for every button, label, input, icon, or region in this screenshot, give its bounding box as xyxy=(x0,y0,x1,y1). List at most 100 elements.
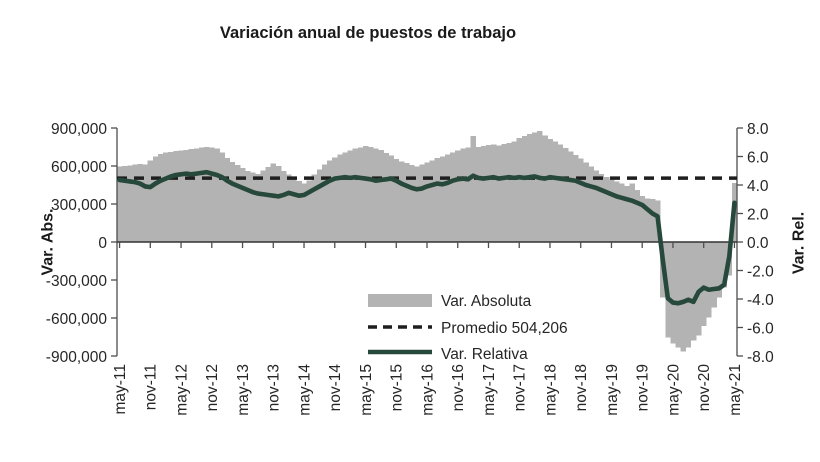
bar xyxy=(583,162,589,242)
x-axis-tick-label: may-17 xyxy=(481,364,498,416)
left-axis-tick-label: -900,000 xyxy=(46,349,108,366)
bar xyxy=(327,160,333,242)
bar xyxy=(142,164,149,242)
bar xyxy=(721,242,728,288)
bar xyxy=(357,147,364,242)
x-axis-tick-label: nov-15 xyxy=(389,364,406,411)
bar xyxy=(250,172,256,242)
bar xyxy=(383,153,389,242)
chart-title: Variación anual de puestos de trabajo xyxy=(220,24,516,42)
legend-label-relativa: Var. Relativa xyxy=(441,346,528,363)
bar xyxy=(368,147,374,242)
left-axis-tick-label: -600,000 xyxy=(46,311,108,328)
bar xyxy=(603,176,610,242)
bar xyxy=(173,151,179,242)
legend-label-absoluta: Var. Absoluta xyxy=(441,293,532,310)
bar xyxy=(127,165,133,242)
right-axis-title: Var. Rel. xyxy=(791,212,808,274)
x-axis-tick-label: may-11 xyxy=(112,364,129,415)
bar xyxy=(649,199,656,242)
bar xyxy=(239,167,246,242)
bar xyxy=(265,167,272,242)
bar xyxy=(685,242,692,348)
bar xyxy=(209,147,215,242)
bar xyxy=(414,166,420,242)
bar xyxy=(219,152,225,242)
bar xyxy=(491,144,497,242)
bar xyxy=(614,181,620,242)
bar xyxy=(163,152,169,242)
left-axis-title: Var. Abs. xyxy=(40,209,57,276)
bar xyxy=(465,147,471,242)
x-axis-tick-label: nov-12 xyxy=(204,364,221,411)
bar xyxy=(542,135,548,242)
bar xyxy=(578,158,584,242)
x-axis-tick-label: nov-14 xyxy=(327,364,344,412)
bar xyxy=(557,144,564,242)
bar xyxy=(152,156,159,242)
bar xyxy=(117,166,123,242)
bar xyxy=(706,242,712,318)
bar xyxy=(204,146,210,242)
x-axis-tick-label: nov-11 xyxy=(143,364,160,410)
right-axis-tick-label: -2.0 xyxy=(747,263,774,280)
bar xyxy=(593,170,599,242)
bar xyxy=(506,142,512,242)
bar xyxy=(280,170,287,242)
left-axis-tick-label: 300,000 xyxy=(51,197,107,214)
bar xyxy=(439,156,446,242)
bar xyxy=(352,148,359,242)
bar xyxy=(496,145,502,242)
right-axis-tick-label: 0.0 xyxy=(747,235,769,252)
bar xyxy=(403,163,410,242)
bar xyxy=(511,141,518,242)
x-axis-tick-label: may-15 xyxy=(358,364,375,416)
relative-variation-line xyxy=(117,169,737,306)
bar xyxy=(501,144,507,242)
x-axis-tick-label: may-13 xyxy=(235,364,252,416)
bar xyxy=(429,160,436,242)
right-axis-tick-label: -8.0 xyxy=(747,349,774,366)
x-axis-tick-label: may-21 xyxy=(727,364,744,416)
bar xyxy=(337,154,343,242)
bar xyxy=(291,178,297,242)
bar xyxy=(321,164,328,242)
bar xyxy=(286,174,292,242)
bar xyxy=(188,149,195,242)
x-axis-tick-label: nov-20 xyxy=(696,364,713,412)
bar xyxy=(301,183,307,242)
bar xyxy=(716,242,722,298)
bar xyxy=(409,165,415,242)
x-axis-tick-label: nov-16 xyxy=(450,364,467,411)
bar xyxy=(373,148,379,242)
bar xyxy=(460,148,466,242)
bar xyxy=(332,157,338,242)
x-axis-tick-label: nov-17 xyxy=(512,364,529,411)
bar xyxy=(229,162,236,242)
bar xyxy=(567,151,574,242)
bar xyxy=(347,150,354,242)
bar xyxy=(670,242,676,344)
bar xyxy=(270,163,277,242)
x-axis-tick-label: may-19 xyxy=(604,364,621,416)
bar xyxy=(675,242,681,348)
bar xyxy=(588,166,594,242)
bar xyxy=(245,170,251,242)
x-axis-tick-label: may-16 xyxy=(419,364,436,416)
x-axis-tick-label: may-18 xyxy=(542,364,559,416)
bar xyxy=(470,136,477,242)
bar xyxy=(234,164,241,242)
bar xyxy=(450,152,456,242)
bar xyxy=(480,145,487,242)
bar xyxy=(178,150,184,242)
right-axis-tick-label: 8.0 xyxy=(747,121,769,138)
right-axis-tick-label: 6.0 xyxy=(747,149,769,166)
x-axis-tick-label: nov-13 xyxy=(266,364,283,411)
bar xyxy=(634,189,640,242)
bar xyxy=(296,180,302,242)
right-axis-tick-label: -4.0 xyxy=(747,292,774,309)
legend-swatch-absoluta xyxy=(368,294,432,307)
bar xyxy=(629,183,635,242)
bar xyxy=(122,166,128,242)
bar xyxy=(255,174,261,242)
